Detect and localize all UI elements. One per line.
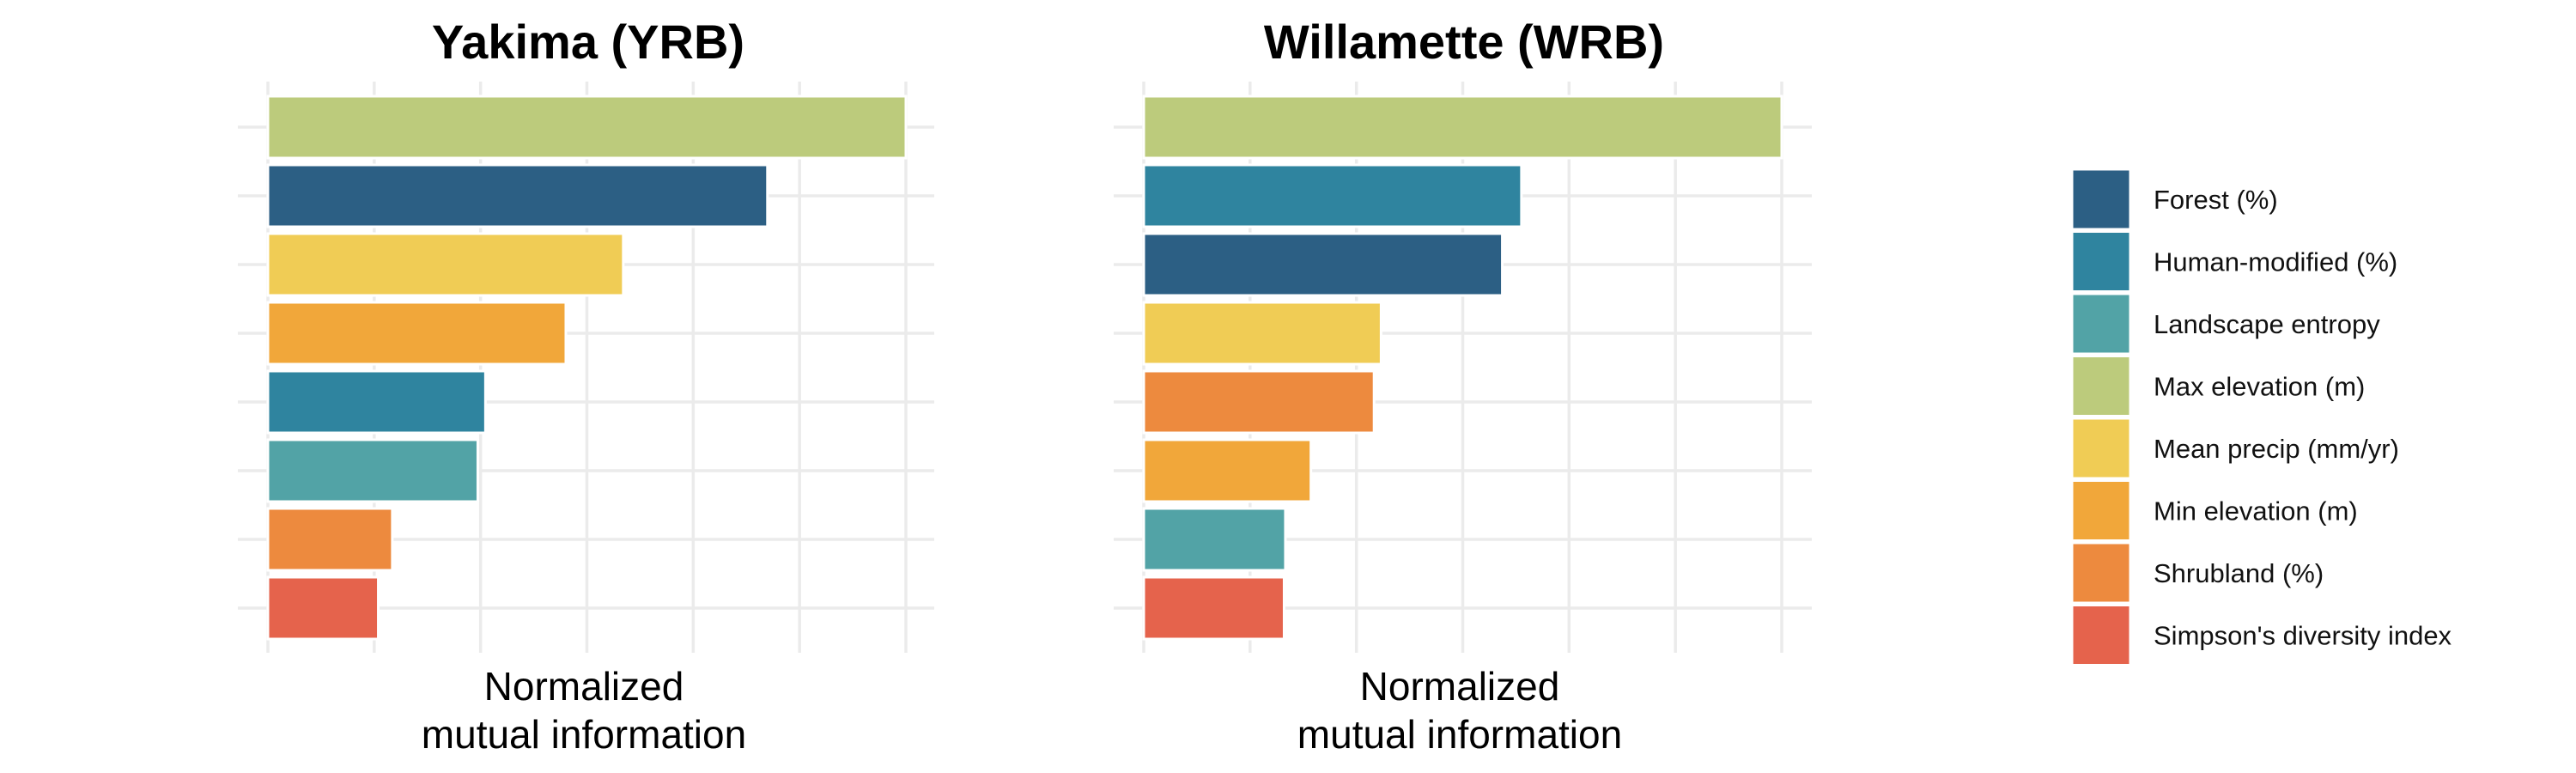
legend-item: Min elevation (m) [2070,479,2358,542]
bars [266,94,908,641]
x-axis-label-line: mutual information [1297,712,1622,757]
legend-label: Forest (%) [2154,185,2278,215]
legend-label: Min elevation (m) [2154,496,2358,526]
bar [1142,301,1382,366]
legend-item: Human-modified (%) [2070,230,2397,293]
bar [266,369,487,435]
panel-title: Yakima (YRB) [432,15,744,69]
bar [1142,369,1376,435]
bar [1142,163,1523,228]
chart-panel-willamette: Willamette (WRB) Normalized mutual inform… [1114,15,1812,757]
x-axis-label: Normalized mutual information [1297,664,1622,757]
bar [1142,232,1504,297]
legend-swatch [2070,417,2132,480]
bar [266,438,479,503]
x-axis-label-line: Normalized [484,664,684,709]
bars [1142,94,1783,641]
legend-swatch [2070,479,2132,542]
bar [266,301,568,366]
panel-title: Willamette (WRB) [1264,15,1664,69]
legend-swatch [2070,541,2132,605]
bar [266,507,394,572]
legend-label: Simpson's diversity index [2154,621,2452,651]
bar [1142,94,1783,160]
legend: Forest (%) Human-modified (%) Landscape en… [2070,167,2452,666]
legend-swatch [2070,167,2132,231]
legend-item: Mean precip (mm/yr) [2070,417,2399,480]
legend-item: Shrubland (%) [2070,541,2324,605]
legend-label: Shrubland (%) [2154,558,2324,588]
legend-label: Mean precip (mm/yr) [2154,434,2399,464]
bar [266,163,769,228]
legend-swatch [2070,604,2132,666]
bar [1142,507,1287,572]
legend-label: Max elevation (m) [2154,372,2365,402]
bar [266,94,908,160]
x-axis-label: Normalized mutual information [422,664,746,757]
legend-swatch [2070,355,2132,417]
bar [1142,438,1313,503]
bar [1142,575,1285,641]
legend-label: Landscape entropy [2154,309,2380,339]
bar [266,232,625,297]
x-axis-label-line: mutual information [422,712,746,757]
legend-item: Simpson's diversity index [2070,604,2452,666]
x-axis-label-line: Normalized [1360,664,1560,709]
legend-item: Forest (%) [2070,167,2278,231]
legend-swatch [2070,230,2132,293]
chart-panel-yakima: Yakima (YRB) Normalized mutual informatio… [238,15,934,757]
legend-item: Max elevation (m) [2070,355,2365,417]
legend-item: Landscape entropy [2070,292,2380,356]
legend-swatch [2070,292,2132,356]
bar [266,575,380,641]
legend-label: Human-modified (%) [2154,247,2397,277]
